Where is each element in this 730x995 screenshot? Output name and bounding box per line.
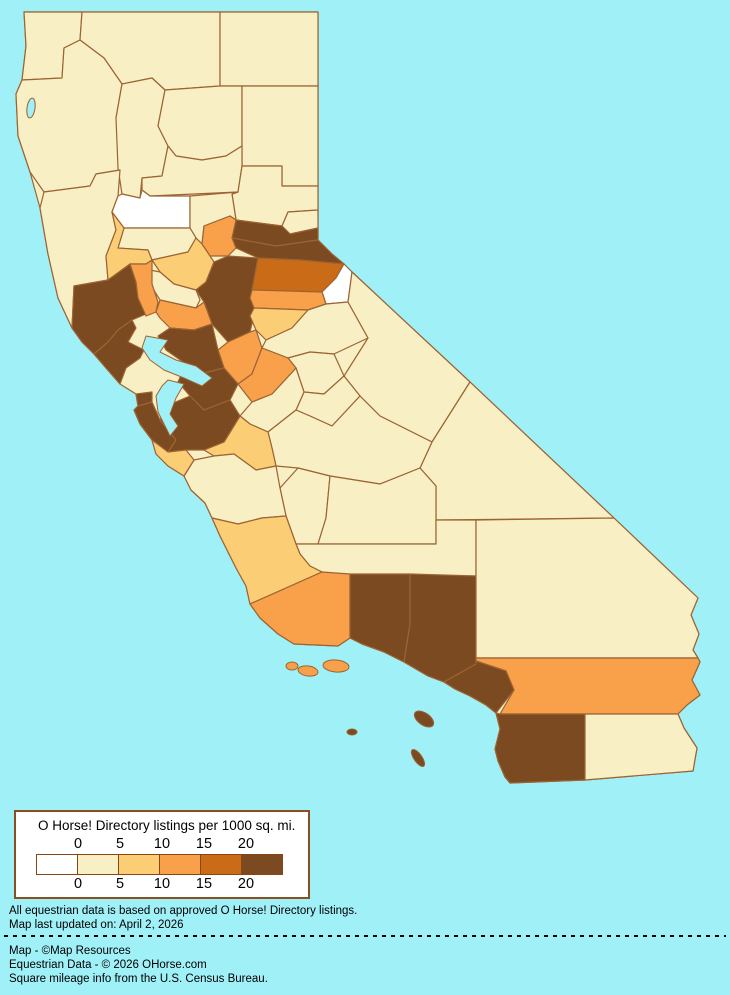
county-los-angeles: [403, 573, 477, 683]
ticks-bottom-label-10: 10: [153, 876, 171, 892]
ticks-bottom-label-15: 15: [195, 876, 213, 892]
california-map: [15, 11, 701, 784]
ticks-top-label-10: 10: [153, 836, 171, 852]
county-santa-barbara: [249, 571, 351, 647]
county-san-luis-obispo: [211, 515, 323, 605]
county-san-bernardino: [475, 517, 700, 659]
legend-swatch-0: [36, 854, 78, 875]
legend-swatch-bar: [36, 854, 283, 875]
legend-swatch-5: [241, 854, 283, 875]
credit-map: Map - ©Map Resources: [9, 945, 131, 957]
legend-title: O Horse! Directory listings per 1000 sq.…: [38, 818, 296, 833]
legend-swatch-2: [118, 854, 160, 875]
county-monterey: [183, 453, 287, 525]
county-amador: [249, 289, 327, 311]
legend-ticks-top: 0 5 10 15 20: [36, 836, 288, 852]
island-3: [322, 659, 350, 673]
map-area: [15, 11, 701, 784]
credit-census: Square mileage info from the U.S. Census…: [9, 973, 268, 985]
ticks-top-label-20: 20: [237, 836, 255, 852]
humboldt-bay: [26, 97, 36, 119]
ticks-bottom-label-20: 20: [237, 876, 255, 892]
ticks-top-label-15: 15: [195, 836, 213, 852]
island-2: [297, 665, 319, 677]
san-francisco-bay-north: [141, 335, 213, 387]
credit-equestrian-data: Equestrian Data - © 2026 OHorse.com: [9, 959, 207, 971]
island-1: [285, 661, 299, 671]
county-glenn: [111, 189, 191, 229]
legend-swatch-3: [159, 854, 201, 875]
ticks-bottom-label-5: 5: [115, 876, 125, 892]
island-4: [413, 710, 435, 728]
county-modoc: [219, 11, 319, 87]
legend-swatch-4: [200, 854, 242, 875]
county-stanislaus: [237, 347, 297, 403]
county-napa: [129, 259, 159, 317]
note-last-updated: Map last updated on: April 2, 2026: [9, 919, 184, 931]
island-5: [346, 728, 358, 736]
county-marin: [93, 319, 145, 385]
county-imperial: [584, 713, 698, 781]
note-data-source: All equestrian data is based on approved…: [9, 905, 358, 917]
ticks-top-label-5: 5: [115, 836, 125, 852]
legend: O Horse! Directory listings per 1000 sq.…: [14, 810, 310, 899]
dashed-divider: [4, 935, 726, 937]
county-ventura: [349, 573, 411, 663]
county-fresno: [267, 395, 433, 485]
legend-swatch-1: [77, 854, 119, 875]
ticks-bottom-label-0: 0: [73, 876, 83, 892]
ticks-top-label-0: 0: [73, 836, 83, 852]
island-6: [410, 748, 426, 768]
county-san-diego: [494, 712, 586, 784]
legend-ticks-bottom: 0 5 10 15 20: [36, 876, 288, 892]
county-orange: [443, 660, 515, 714]
san-francisco-bay-south: [155, 379, 185, 437]
county-santa-cruz: [151, 439, 195, 477]
